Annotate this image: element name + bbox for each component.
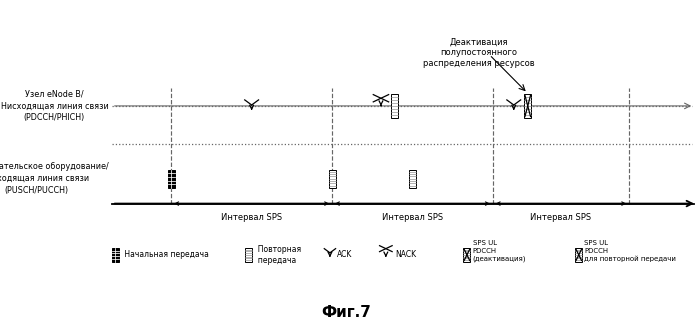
Bar — [575, 248, 582, 262]
Text: Интервал SPS: Интервал SPS — [531, 213, 591, 222]
Text: Узел eNode B/
Нисходящая линия связи
(PDCCH/PHICH): Узел eNode B/ Нисходящая линия связи (PD… — [1, 90, 108, 122]
Text: SPS UL
PDCCH
для повторной передачи: SPS UL PDCCH для повторной передачи — [584, 240, 676, 262]
Bar — [524, 94, 531, 118]
Text: ACK: ACK — [337, 250, 352, 260]
Bar — [409, 170, 416, 188]
Text: Интервал SPS: Интервал SPS — [382, 213, 443, 222]
Bar — [245, 248, 252, 262]
Text: Деактивация
полупостоянного
распределения ресурсов: Деактивация полупостоянного распределени… — [423, 38, 535, 68]
Text: Фиг.7: Фиг.7 — [321, 305, 371, 320]
Bar — [329, 170, 336, 188]
Bar — [463, 248, 470, 262]
Text: Начальная передача: Начальная передача — [122, 250, 208, 260]
Bar — [168, 170, 175, 188]
Text: Интервал SPS: Интервал SPS — [221, 213, 282, 222]
Bar — [112, 248, 119, 262]
Bar — [391, 94, 398, 118]
Text: SPS UL
PDCCH
(деактивация): SPS UL PDCCH (деактивация) — [473, 240, 526, 261]
Text: Повторная
  передача: Повторная передача — [253, 245, 301, 265]
Text: Пользовательское оборудование/
Восходящая линия связи
(PUSCH/PUCCH): Пользовательское оборудование/ Восходяща… — [0, 163, 108, 195]
Text: NACK: NACK — [395, 250, 416, 260]
